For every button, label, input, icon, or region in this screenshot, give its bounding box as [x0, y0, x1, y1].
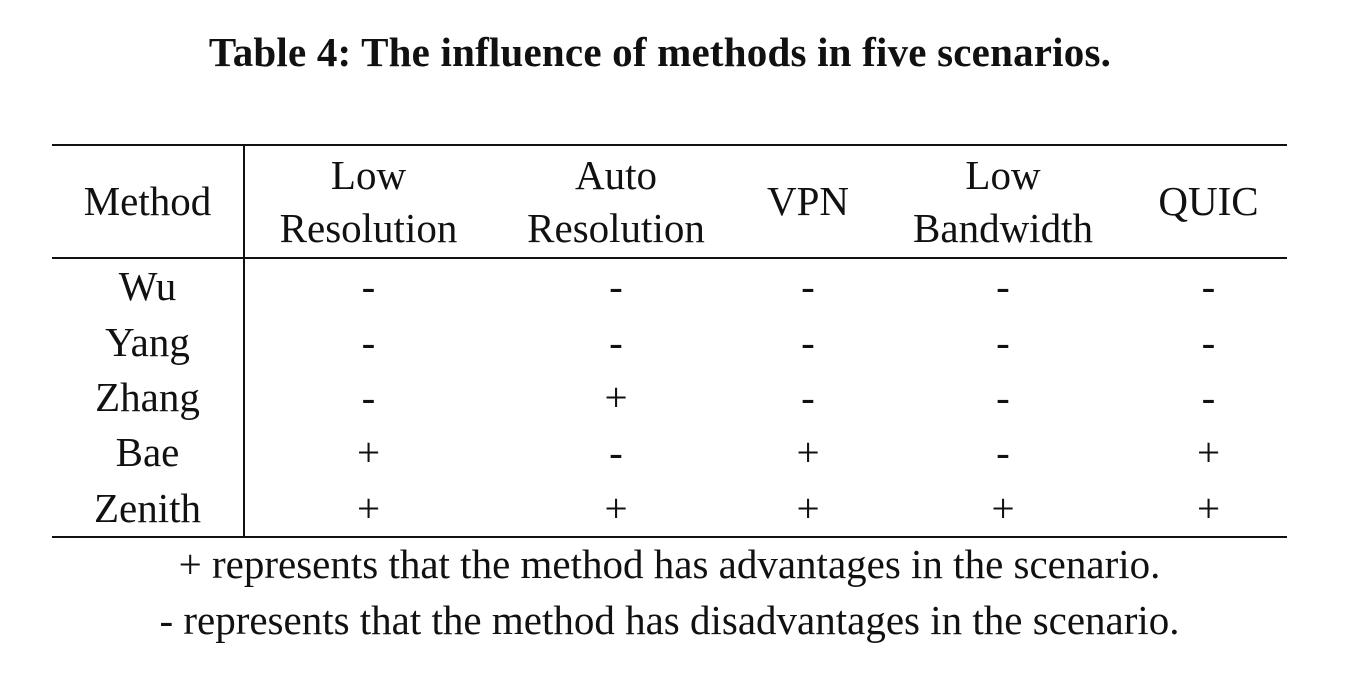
table-cell: +	[796, 429, 820, 476]
table-cell: +	[604, 373, 628, 420]
header-label-line1: Low	[330, 151, 407, 198]
table-note-disadvantages: - represents that the method has disadva…	[159, 597, 1180, 643]
table-cell: -	[609, 263, 623, 310]
table-cell: +	[492, 480, 740, 538]
table-cell: -	[361, 318, 376, 365]
table-cell: +	[1130, 480, 1287, 538]
table-cell: -	[609, 318, 623, 365]
table-cell: +	[1196, 429, 1221, 476]
table-cell: -	[801, 318, 815, 365]
row-method: Bae	[52, 425, 245, 481]
table-row: Zenith + + + + +	[52, 480, 1287, 538]
header-low-resolution: Low Resolution	[244, 145, 492, 258]
table-cell: -	[996, 429, 1010, 476]
table-cell: -	[361, 263, 376, 310]
table-caption: Table 4: The influence of methods in fiv…	[208, 29, 1112, 75]
header-low-bandwidth: Low Bandwidth	[876, 145, 1130, 258]
table-cell: -	[1201, 318, 1216, 365]
table-row: Bae + - + - +	[52, 425, 1287, 481]
table-cell: -	[1201, 263, 1216, 310]
header-auto-resolution: Auto Resolution	[492, 145, 740, 258]
header-method: Method	[52, 145, 245, 258]
header-label-line2: Bandwidth	[913, 204, 1093, 251]
results-table: Method Low Resolution Auto Resolution VP…	[52, 144, 1287, 538]
table-cell: +	[244, 480, 492, 538]
table-cell: +	[740, 480, 876, 538]
header-label-line2: Resolution	[527, 204, 705, 251]
row-method: Yang	[52, 314, 245, 370]
header-quic: QUIC	[1130, 145, 1287, 258]
row-method: Zenith	[52, 480, 245, 538]
table-cell: -	[609, 429, 623, 476]
row-method: Wu	[52, 258, 245, 315]
table-cell: +	[876, 480, 1130, 538]
table-cell: -	[801, 263, 815, 310]
header-label-line1: Low	[965, 151, 1041, 198]
header-label: QUIC	[1158, 178, 1259, 224]
table-cell: -	[1201, 373, 1216, 420]
header-method-label: Method	[83, 178, 212, 224]
row-method: Zhang	[52, 369, 245, 426]
table-cell: -	[996, 263, 1010, 310]
table-cell: -	[996, 373, 1010, 420]
header-label-line1: Auto	[575, 151, 657, 198]
table-note-advantages: + represents that the method has advanta…	[178, 541, 1161, 587]
table-row: Wu - - - - -	[52, 258, 1287, 315]
table-row: Zhang - + - - -	[52, 369, 1287, 426]
header-label-line2: Resolution	[279, 204, 458, 251]
table-cell: -	[361, 373, 376, 420]
table-cell: -	[996, 318, 1010, 365]
table-cell: +	[356, 429, 381, 476]
header-row: Method Low Resolution Auto Resolution VP…	[52, 145, 1287, 258]
table-cell: -	[801, 373, 815, 420]
header-label: VPN	[766, 178, 850, 224]
header-vpn: VPN	[740, 145, 876, 258]
table-row: Yang - - - - -	[52, 314, 1287, 370]
